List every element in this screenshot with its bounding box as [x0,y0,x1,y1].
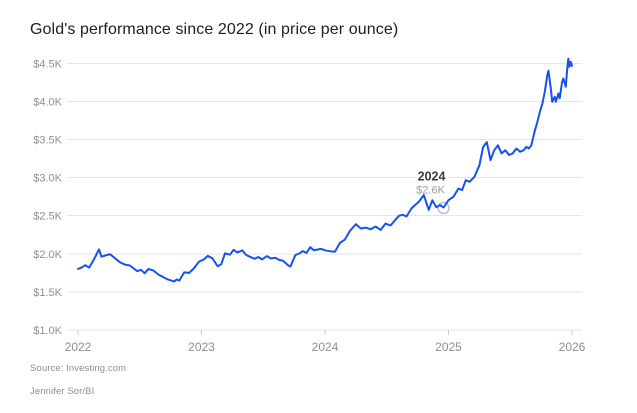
x-axis-label: 2023 [188,340,215,354]
chart-title: Gold's performance since 2022 (in price … [30,21,399,38]
y-axis-label: $4.0K [33,96,62,108]
y-axis-label: $2.0K [33,249,62,261]
x-axis-label: 2022 [65,340,92,354]
y-axis-label: $3.5K [33,135,62,147]
y-axis-label: $3.0K [33,173,62,185]
y-axis-label: $2.5K [33,211,62,223]
x-axis-label: 2026 [559,340,586,354]
source-note: Source: Investing.com [30,363,127,374]
y-axis-label: $1.5K [33,287,62,299]
byline: Jennifer Sor/BI [30,386,95,397]
y-axis-label: $1.0K [33,325,62,337]
annotation-value-label: $2.6K [416,184,445,196]
y-axis-label: $4.5K [33,58,62,70]
gold-price-line [77,57,573,283]
x-axis-label: 2025 [435,340,462,354]
annotation-year-label: 2024 [418,169,446,183]
x-axis-label: 2024 [312,340,339,354]
